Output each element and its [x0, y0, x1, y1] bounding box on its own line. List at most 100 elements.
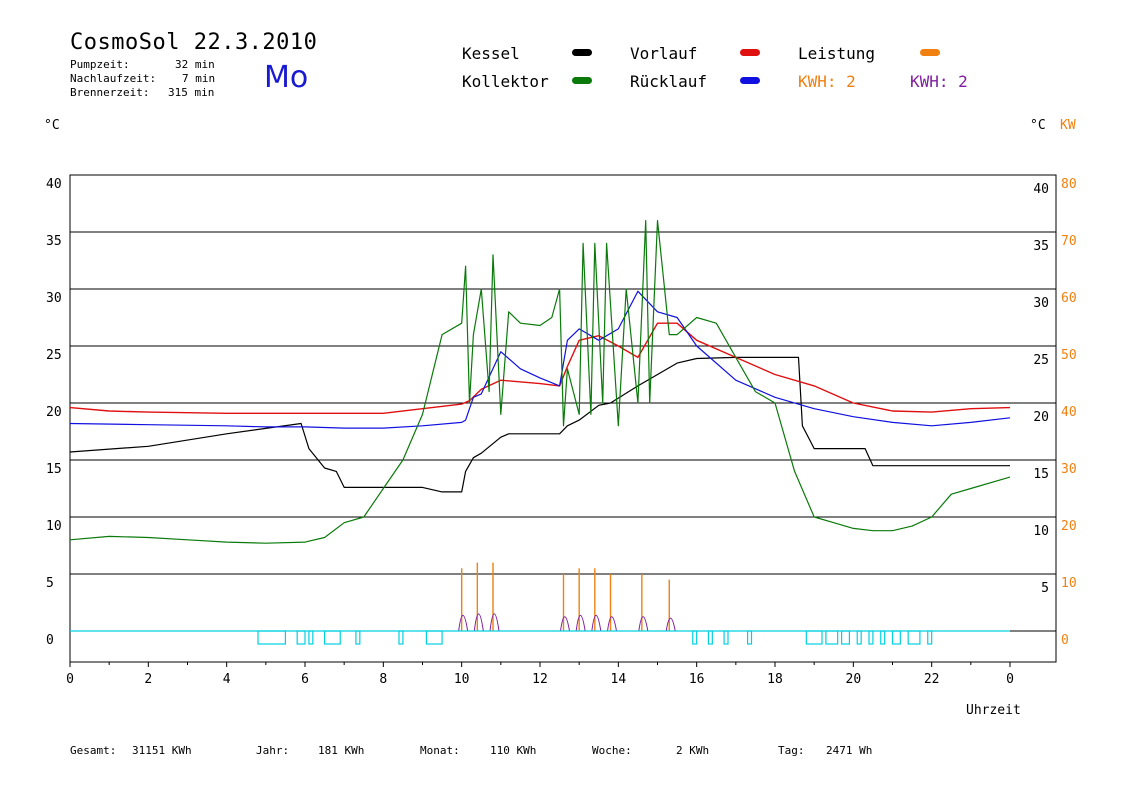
- x-tick-label: 2: [144, 672, 152, 687]
- weekday-label: Mo: [264, 60, 309, 95]
- footer-woche-value: 2 KWh: [676, 744, 710, 757]
- pump-pulse: [398, 630, 404, 645]
- series-line-rcklauf: [69, 290, 1011, 429]
- y-left-tick-label: 25: [46, 348, 62, 363]
- x-tick-label: 12: [532, 672, 548, 687]
- pump-pulse: [805, 630, 823, 645]
- y-right-kw-tick-label: 40: [1061, 405, 1077, 420]
- y-right-c-tick-label: 30: [1033, 296, 1049, 311]
- legend-kollektor-swatch: [572, 77, 592, 84]
- stat-pumpzeit: Pumpzeit:: [70, 58, 130, 72]
- footer-jahr-value: 181 KWh: [318, 744, 365, 757]
- energy-bump: [575, 614, 586, 632]
- footer-woche-label: Woche:: [592, 744, 632, 757]
- y-right-kw-tick-label: 10: [1061, 576, 1077, 591]
- x-tick-label: 6: [301, 672, 309, 687]
- pump-pulse: [891, 630, 901, 645]
- series-line-kollektor: [69, 220, 1011, 544]
- y-right-c-tick-label: 35: [1033, 239, 1049, 254]
- y-right-kw-tick-label: 0: [1061, 633, 1069, 648]
- series-line-kessel: [69, 356, 1010, 493]
- x-tick-label: 0: [66, 672, 74, 687]
- y-right-c-tick-label: 25: [1033, 353, 1049, 368]
- y-right-kw-tick-label: 30: [1061, 462, 1077, 477]
- series-line-vorlauf: [69, 322, 1011, 414]
- chart-ticks: 0 2 4 6 8 10 12 14 16 18 20 22 040353025201510504035…: [46, 177, 1077, 687]
- y-right-kw-tick-label: 50: [1061, 348, 1077, 363]
- energy-bump: [607, 616, 617, 632]
- legend-vorlauf-label: Vorlauf: [630, 44, 698, 63]
- pump-pulse: [746, 630, 753, 645]
- pump-pulse: [723, 630, 729, 645]
- x-tick-label: 18: [767, 672, 783, 687]
- y-right-c-tick-label: 40: [1033, 182, 1049, 197]
- pump-pulse: [840, 630, 851, 645]
- right-axis-unit-c: °C: [1030, 118, 1046, 133]
- y-right-kw-tick-label: 80: [1061, 177, 1077, 192]
- energy-bump: [638, 616, 649, 632]
- y-left-tick-label: 5: [46, 576, 54, 591]
- y-right-c-tick-label: 20: [1033, 410, 1049, 425]
- footer-monat-value: 110 KWh: [490, 744, 537, 757]
- y-right-c-tick-label: 10: [1033, 524, 1049, 539]
- pump-pulse: [868, 630, 874, 645]
- legend-kessel-swatch: [572, 49, 592, 56]
- stat-label: Pumpzeit:: [70, 58, 130, 71]
- y-left-tick-label: 30: [46, 291, 62, 306]
- pump-pulse: [856, 630, 862, 645]
- x-axis-label: Uhrzeit: [966, 703, 1021, 718]
- x-tick-label: 20: [846, 672, 862, 687]
- chart-title: CosmoSol 22.3.2010: [70, 30, 318, 55]
- stat-label: Brennerzeit:: [70, 86, 150, 99]
- y-left-tick-label: 35: [46, 234, 62, 249]
- pump-pulse: [707, 630, 713, 645]
- pump-pulse: [425, 630, 443, 645]
- x-tick-label: 22: [924, 672, 940, 687]
- footer-jahr-label: Jahr:: [256, 744, 290, 757]
- y-left-tick-label: 10: [46, 519, 62, 534]
- legend-kessel-label: Kessel: [462, 44, 520, 63]
- y-right-kw-tick-label: 70: [1061, 234, 1077, 249]
- y-left-tick-label: 20: [46, 405, 62, 420]
- footer-tag-label: Tag:: [778, 744, 805, 757]
- legend-ruecklauf-swatch: [740, 77, 760, 84]
- pump-pulse: [355, 630, 361, 645]
- stat-label: Nachlaufzeit:: [70, 72, 157, 85]
- pump-pulse: [692, 630, 698, 645]
- pump-pulse: [323, 630, 341, 645]
- left-axis-unit: °C: [44, 118, 60, 133]
- energy-bump: [591, 614, 602, 632]
- energy-bump: [489, 613, 500, 632]
- legend-leistung-label: Leistung: [798, 44, 876, 63]
- legend-kwh-leistung: KWH: 2: [798, 72, 856, 91]
- footer-gesamt-label: Gesamt:: [70, 744, 117, 757]
- y-right-kw-tick-label: 60: [1061, 291, 1077, 306]
- y-left-tick-label: 15: [46, 462, 62, 477]
- x-tick-label: 16: [689, 672, 705, 687]
- legend-vorlauf-swatch: [740, 49, 760, 56]
- pump-pulse: [257, 630, 287, 645]
- pump-pulse: [308, 630, 314, 645]
- pump-pulse: [907, 630, 921, 645]
- stat-value: 32 min: [175, 58, 215, 71]
- x-tick-label: 14: [611, 672, 627, 687]
- footer-monat-label: Monat:: [420, 744, 460, 757]
- y-right-c-tick-label: 15: [1033, 467, 1049, 482]
- y-left-tick-label: 40: [46, 177, 62, 192]
- x-tick-label: 10: [454, 672, 470, 687]
- x-tick-label: 8: [379, 672, 387, 687]
- x-tick-label: 0: [1006, 672, 1014, 687]
- chart-series: [69, 220, 1011, 544]
- right-axis-unit-kw: KW: [1060, 118, 1076, 133]
- legend-leistung-swatch: [920, 49, 940, 56]
- legend-ruecklauf-label: Rücklauf: [630, 72, 708, 91]
- energy-bump: [473, 613, 484, 632]
- energy-bump: [560, 616, 570, 632]
- y-left-tick-label: 0: [46, 633, 54, 648]
- x-tick-label: 4: [223, 672, 231, 687]
- pump-pulse: [825, 630, 839, 645]
- footer-gesamt-value: 31151 KWh: [132, 744, 192, 757]
- energy-bump: [665, 617, 676, 632]
- y-right-kw-tick-label: 20: [1061, 519, 1077, 534]
